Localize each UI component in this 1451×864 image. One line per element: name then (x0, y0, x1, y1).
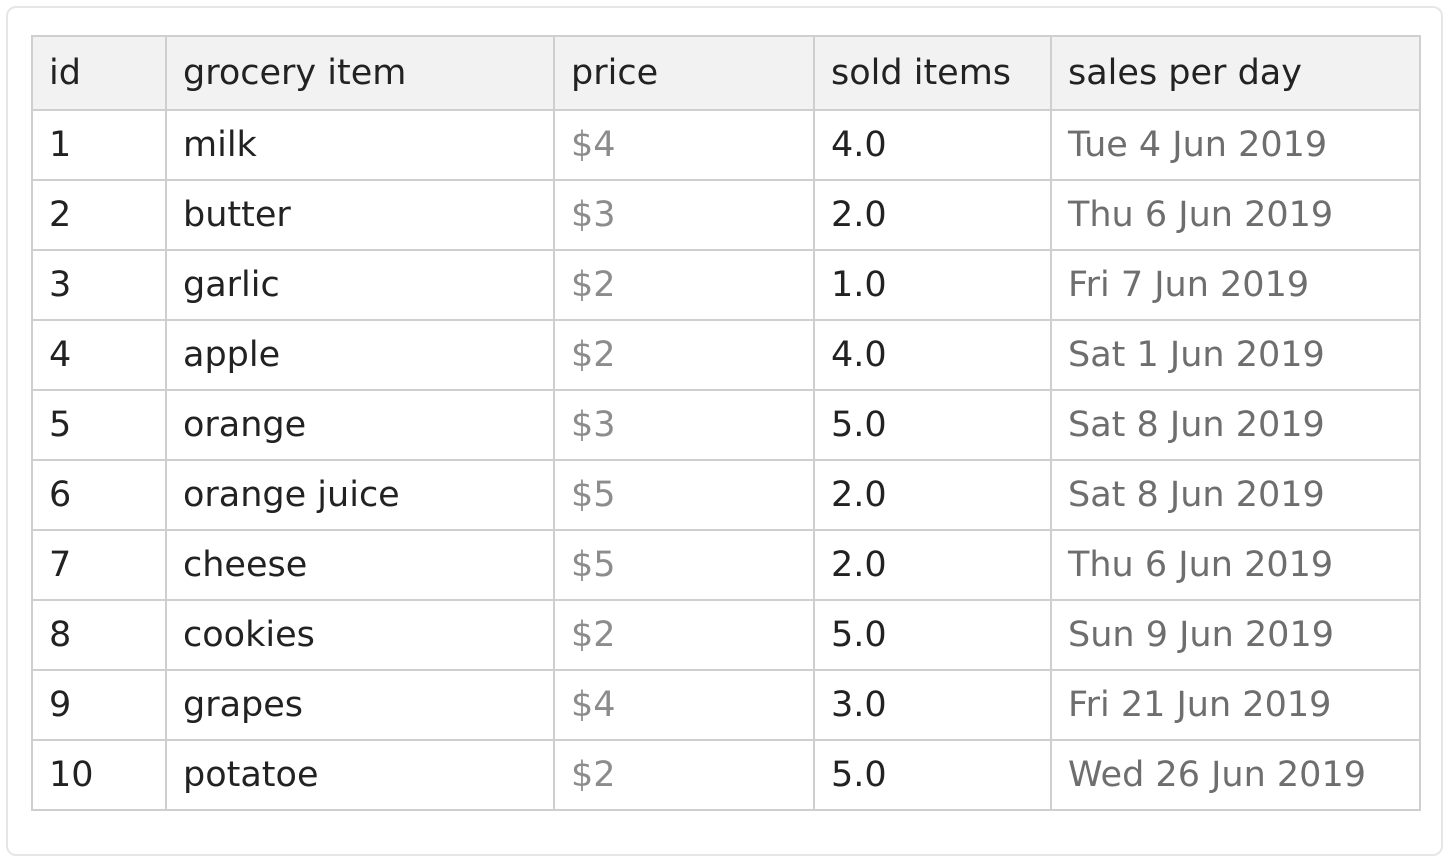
cell-grocery-item: milk (165, 109, 555, 181)
cell-sales-per-day: Tue 4 Jun 2019 (1050, 109, 1421, 181)
cell-price: $2 (553, 599, 815, 671)
column-header-sales-per-day[interactable]: sales per day (1050, 35, 1421, 111)
column-header-sold-items[interactable]: sold items (813, 35, 1052, 111)
table-header: id grocery item price sold items sales p… (31, 35, 1421, 111)
cell-id: 6 (31, 459, 167, 531)
cell-sales-per-day: Sat 1 Jun 2019 (1050, 319, 1421, 391)
table-row: 3 garlic $2 1.0 Fri 7 Jun 2019 (31, 249, 1421, 321)
cell-sold-items: 4.0 (813, 109, 1052, 181)
cell-grocery-item: grapes (165, 669, 555, 741)
cell-id: 1 (31, 109, 167, 181)
cell-grocery-item: orange juice (165, 459, 555, 531)
cell-grocery-item: butter (165, 179, 555, 251)
table-row: 5 orange $3 5.0 Sat 8 Jun 2019 (31, 389, 1421, 461)
table-body: 1 milk $4 4.0 Tue 4 Jun 2019 2 butter $3… (31, 109, 1421, 811)
cell-sold-items: 2.0 (813, 459, 1052, 531)
cell-sales-per-day: Sat 8 Jun 2019 (1050, 389, 1421, 461)
cell-sold-items: 3.0 (813, 669, 1052, 741)
cell-id: 10 (31, 739, 167, 811)
cell-grocery-item: potatoe (165, 739, 555, 811)
cell-price: $4 (553, 109, 815, 181)
cell-id: 4 (31, 319, 167, 391)
cell-price: $2 (553, 739, 815, 811)
cell-sold-items: 2.0 (813, 529, 1052, 601)
cell-id: 9 (31, 669, 167, 741)
table-row: 4 apple $2 4.0 Sat 1 Jun 2019 (31, 319, 1421, 391)
cell-price: $2 (553, 319, 815, 391)
table-row: 6 orange juice $5 2.0 Sat 8 Jun 2019 (31, 459, 1421, 531)
cell-price: $3 (553, 389, 815, 461)
cell-id: 3 (31, 249, 167, 321)
cell-id: 5 (31, 389, 167, 461)
cell-sales-per-day: Sun 9 Jun 2019 (1050, 599, 1421, 671)
cell-id: 7 (31, 529, 167, 601)
cell-sold-items: 4.0 (813, 319, 1052, 391)
cell-sales-per-day: Fri 7 Jun 2019 (1050, 249, 1421, 321)
cell-price: $2 (553, 249, 815, 321)
cell-sold-items: 5.0 (813, 389, 1052, 461)
cell-price: $4 (553, 669, 815, 741)
header-row: id grocery item price sold items sales p… (31, 35, 1421, 111)
cell-price: $5 (553, 459, 815, 531)
column-header-price[interactable]: price (553, 35, 815, 111)
cell-grocery-item: cheese (165, 529, 555, 601)
table-row: 9 grapes $4 3.0 Fri 21 Jun 2019 (31, 669, 1421, 741)
cell-sales-per-day: Wed 26 Jun 2019 (1050, 739, 1421, 811)
cell-price: $5 (553, 529, 815, 601)
cell-price: $3 (553, 179, 815, 251)
cell-grocery-item: garlic (165, 249, 555, 321)
cell-grocery-item: cookies (165, 599, 555, 671)
table-row: 8 cookies $2 5.0 Sun 9 Jun 2019 (31, 599, 1421, 671)
table-row: 2 butter $3 2.0 Thu 6 Jun 2019 (31, 179, 1421, 251)
cell-id: 2 (31, 179, 167, 251)
table-row: 10 potatoe $2 5.0 Wed 26 Jun 2019 (31, 739, 1421, 811)
table-row: 7 cheese $5 2.0 Thu 6 Jun 2019 (31, 529, 1421, 601)
cell-id: 8 (31, 599, 167, 671)
cell-sales-per-day: Thu 6 Jun 2019 (1050, 179, 1421, 251)
column-header-grocery-item[interactable]: grocery item (165, 35, 555, 111)
column-header-id[interactable]: id (31, 35, 167, 111)
cell-sold-items: 2.0 (813, 179, 1052, 251)
grocery-sales-table: id grocery item price sold items sales p… (31, 35, 1421, 811)
cell-grocery-item: orange (165, 389, 555, 461)
cell-sold-items: 5.0 (813, 739, 1052, 811)
cell-sales-per-day: Fri 21 Jun 2019 (1050, 669, 1421, 741)
cell-sold-items: 1.0 (813, 249, 1052, 321)
table-row: 1 milk $4 4.0 Tue 4 Jun 2019 (31, 109, 1421, 181)
cell-sales-per-day: Sat 8 Jun 2019 (1050, 459, 1421, 531)
cell-grocery-item: apple (165, 319, 555, 391)
cell-sold-items: 5.0 (813, 599, 1052, 671)
cell-sales-per-day: Thu 6 Jun 2019 (1050, 529, 1421, 601)
